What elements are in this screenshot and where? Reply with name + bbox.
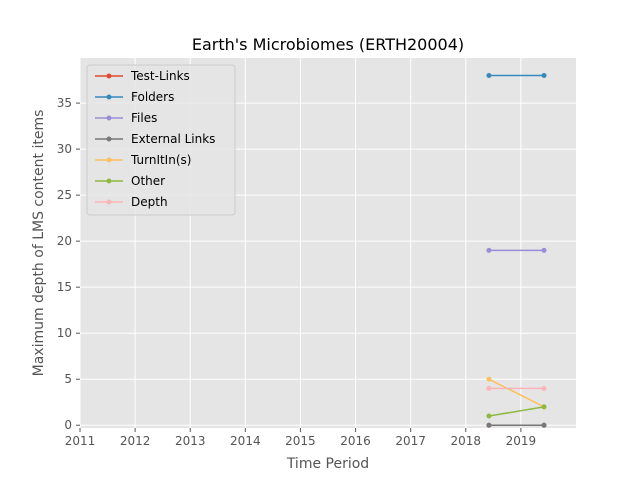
legend-marker (106, 199, 112, 205)
series-line-turnitin-s (488, 378, 545, 408)
data-point-external-links (541, 422, 547, 428)
x-tick-label: 2011 (65, 434, 96, 448)
x-tick-label: 2013 (175, 434, 206, 448)
data-point-turnitin-s (486, 376, 492, 382)
y-axis-ticks: 0 5 10 15 20 25 30 35 (57, 96, 80, 432)
legend-box (86, 64, 236, 216)
y-tick-label: 35 (57, 96, 72, 110)
legend-marker (106, 136, 112, 142)
legend-marker (106, 94, 112, 100)
y-tick-label: 0 (64, 418, 72, 432)
data-point-files (541, 247, 547, 253)
x-tick-label: 2019 (506, 434, 537, 448)
data-point-external-links (486, 422, 492, 428)
x-tick-label: 2015 (285, 434, 316, 448)
x-tick-label: 2014 (230, 434, 261, 448)
legend-marker (106, 73, 112, 79)
x-axis-ticks: 2011 2012 2013 2014 2015 2016 2017 2018 2019 (65, 428, 536, 448)
data-point-folders (541, 72, 547, 78)
legend-label: Other (131, 174, 165, 188)
data-point-depth (541, 385, 547, 391)
data-point-files (486, 247, 492, 253)
legend-label: Test-Links (130, 69, 190, 83)
legend-label: Files (131, 111, 157, 125)
legend: Test-Links Folders Files External Links Turn… (86, 64, 236, 216)
y-tick-label: 5 (64, 372, 72, 386)
y-axis-label: Maximum depth of LMS content items (31, 110, 47, 377)
legend-label: TurnItIn(s) (130, 153, 191, 167)
legend-label: Folders (131, 90, 174, 104)
y-tick-label: 15 (57, 280, 72, 294)
x-tick-label: 2017 (395, 434, 426, 448)
legend-marker (106, 115, 112, 121)
chart-title: Earth's Microbiomes (ERTH20004) (192, 35, 464, 54)
legend-label: External Links (131, 132, 215, 146)
data-point-folders (486, 72, 492, 78)
y-tick-label: 25 (57, 188, 72, 202)
series-line-other (488, 406, 545, 417)
data-point-other (486, 413, 492, 419)
x-tick-label: 2018 (451, 434, 482, 448)
x-tick-label: 2016 (340, 434, 371, 448)
series-group (486, 72, 547, 428)
x-tick-label: 2012 (120, 434, 151, 448)
y-tick-label: 10 (57, 326, 72, 340)
legend-marker (106, 178, 112, 184)
y-tick-label: 30 (57, 142, 72, 156)
x-axis-label: Time Period (286, 456, 369, 472)
data-point-depth (486, 385, 492, 391)
data-point-other (541, 404, 547, 410)
y-tick-label: 20 (57, 234, 72, 248)
legend-label: Depth (131, 195, 168, 209)
legend-marker (106, 157, 112, 163)
